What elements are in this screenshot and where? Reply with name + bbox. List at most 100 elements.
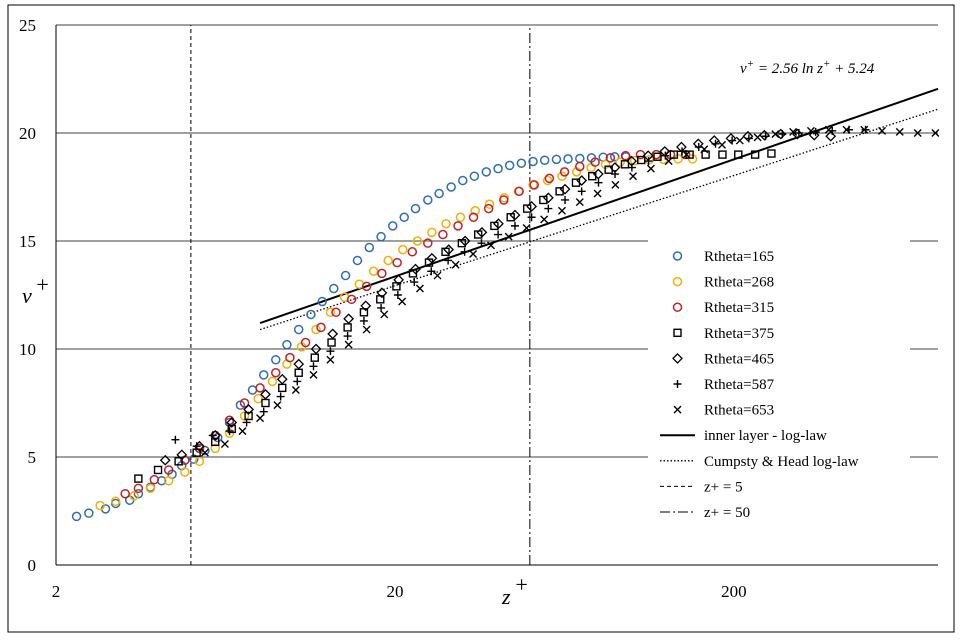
data-point <box>134 474 143 483</box>
data-point <box>200 445 210 456</box>
data-point <box>239 398 250 408</box>
data-point <box>344 340 353 349</box>
data-point <box>593 189 602 198</box>
data-point <box>259 407 268 416</box>
data-point <box>514 186 524 197</box>
data-point <box>426 252 438 264</box>
data-point <box>615 157 625 167</box>
series-3 <box>134 149 776 483</box>
data-point <box>455 212 466 222</box>
data-point <box>576 175 588 186</box>
legend-label: z+ = 50 <box>704 505 750 521</box>
legend-marker <box>672 251 683 261</box>
legend-label: Rtheta=268 <box>704 275 774 291</box>
data-point <box>594 178 603 187</box>
data-point <box>226 417 238 428</box>
axis-labels: v +z +v+ = 2.56 ln z+ + 5.24 <box>22 58 875 609</box>
data-point <box>459 235 471 247</box>
data-point <box>327 328 339 340</box>
data-point <box>310 343 322 355</box>
data-point <box>682 150 691 159</box>
data-point <box>861 125 870 134</box>
data-point <box>753 133 762 142</box>
data-point <box>310 353 319 362</box>
data-point <box>577 187 586 196</box>
data-point <box>913 129 922 137</box>
data-point <box>778 130 787 139</box>
legend-marker <box>672 352 683 364</box>
data-point <box>767 149 776 158</box>
data-point <box>145 483 156 494</box>
data-point <box>225 427 234 436</box>
data-point <box>377 303 386 312</box>
data-point <box>636 155 646 165</box>
data-point <box>528 156 538 167</box>
data-point <box>629 155 640 166</box>
data-point <box>210 443 221 454</box>
data-point <box>575 161 585 172</box>
data-point <box>300 337 311 348</box>
data-point <box>153 465 163 475</box>
data-point <box>476 226 488 238</box>
legend-label: Rtheta=375 <box>704 326 774 342</box>
data-point <box>529 180 539 190</box>
reference-lines <box>190 25 939 565</box>
data-point <box>423 195 433 205</box>
data-point <box>410 263 421 275</box>
data-point <box>343 332 352 341</box>
data-series <box>71 125 940 522</box>
legend-marker <box>673 380 682 388</box>
data-point <box>526 201 538 212</box>
data-point <box>771 130 780 139</box>
data-point <box>559 183 571 195</box>
data-point <box>343 323 352 332</box>
data-point <box>362 325 371 334</box>
data-point <box>895 127 904 136</box>
data-point <box>627 163 636 172</box>
data-point <box>423 238 433 248</box>
legend-marker <box>672 302 683 312</box>
data-point <box>444 256 453 265</box>
data-point <box>469 249 478 258</box>
x-tick-label: 20 <box>386 582 403 601</box>
data-point <box>559 167 570 177</box>
data-point <box>220 440 229 449</box>
data-point <box>71 511 82 522</box>
data-point <box>669 150 679 159</box>
data-point <box>539 155 550 165</box>
legend: Rtheta=165 Rtheta=268 Rtheta=315 Rtheta=375… <box>648 236 910 536</box>
data-point <box>458 175 468 186</box>
data-point <box>427 227 437 238</box>
data-point <box>728 136 737 145</box>
data-point <box>364 242 375 253</box>
data-point <box>329 283 339 294</box>
data-point <box>678 147 687 156</box>
data-point <box>129 491 139 501</box>
data-point <box>540 215 549 224</box>
data-point <box>393 274 405 286</box>
data-point <box>311 324 321 335</box>
data-point <box>504 232 513 241</box>
data-point <box>285 352 295 363</box>
data-point <box>557 206 566 215</box>
data-point <box>750 150 760 159</box>
data-point <box>180 467 190 477</box>
data-point <box>504 160 515 171</box>
data-point <box>484 199 495 210</box>
data-point <box>468 212 479 222</box>
x-tick-label: 2 <box>52 582 61 601</box>
data-point <box>398 297 407 306</box>
data-point <box>110 496 121 507</box>
data-point <box>95 500 105 511</box>
data-point <box>441 218 451 229</box>
data-point <box>392 257 402 268</box>
data-point <box>620 160 630 169</box>
data-point <box>481 167 492 177</box>
data-point <box>343 313 355 325</box>
data-point <box>267 376 278 387</box>
data-point <box>433 271 442 280</box>
equation-label: v+ = 2.56 ln z+ + 5.24 <box>740 58 875 77</box>
series-0 <box>71 152 631 522</box>
data-point <box>211 437 220 447</box>
